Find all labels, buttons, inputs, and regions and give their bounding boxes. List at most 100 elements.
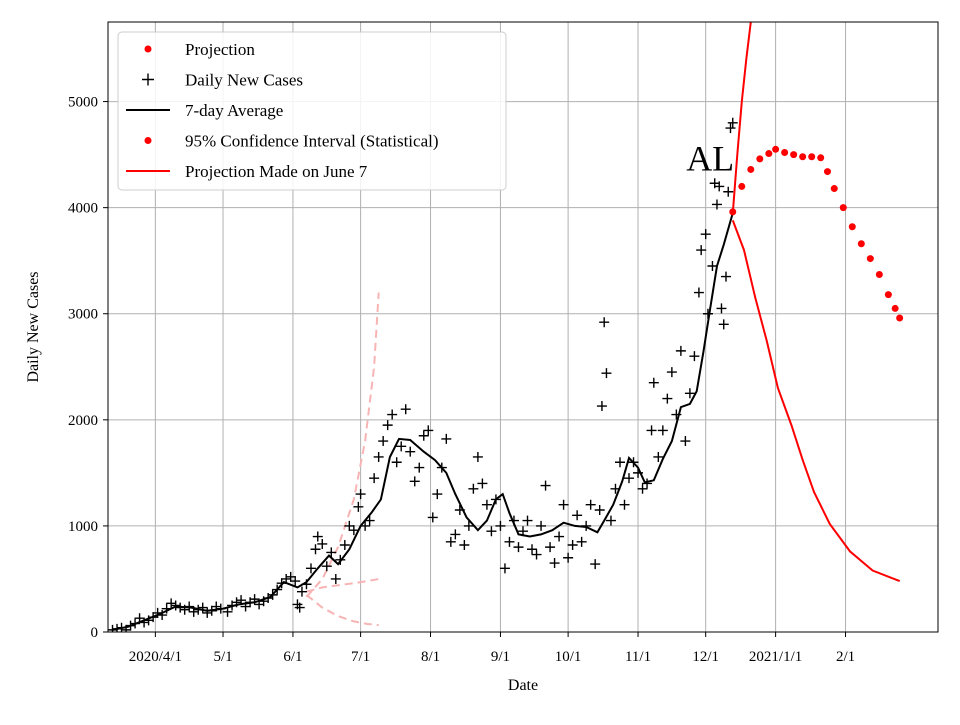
legend-marker-dot <box>144 137 152 144</box>
daily-cases-point <box>490 494 501 505</box>
x-tick-label: 2020/4/1 <box>129 649 182 665</box>
daily-cases-point <box>689 351 700 362</box>
plot-area <box>108 22 904 632</box>
daily-cases-point <box>321 561 332 572</box>
daily-cases-point <box>527 544 538 555</box>
daily-cases-point <box>648 377 659 388</box>
x-tick-label: 6/1 <box>283 649 302 665</box>
daily-cases-point <box>657 425 668 436</box>
daily-cases-point <box>707 261 718 271</box>
daily-cases-point <box>310 544 321 555</box>
daily-cases-point <box>675 345 686 356</box>
daily-cases-point <box>495 520 506 531</box>
x-tick-label: 8/1 <box>421 649 440 665</box>
daily-cases-point <box>231 597 242 608</box>
daily-cases-point <box>666 367 677 378</box>
daily-cases-point <box>125 620 136 631</box>
projection-point <box>866 255 874 263</box>
daily-cases-point <box>382 420 393 431</box>
daily-cases-point <box>148 612 159 623</box>
daily-cases-point <box>312 531 323 542</box>
daily-cases-point <box>427 512 438 523</box>
daily-cases-point <box>276 578 287 589</box>
daily-cases-point <box>522 515 533 526</box>
daily-cases-point <box>567 540 578 551</box>
tick-layer: 2020/4/1 5/1 6/1 7/1 8/1 9/1 10/1 11/1 12/1 2021/… <box>68 95 855 665</box>
daily-cases-point <box>432 489 443 500</box>
projection-point <box>891 304 899 312</box>
legend-marker-plus <box>142 73 154 86</box>
daily-cases-point <box>450 529 461 540</box>
projection-point <box>781 148 789 156</box>
daily-cases-point <box>628 457 639 468</box>
daily-cases-point <box>599 317 610 328</box>
series-projection-made-on-june-7-line <box>305 594 379 627</box>
x-tick-label: 2/1 <box>836 649 855 665</box>
daily-cases-point <box>373 451 384 462</box>
daily-cases-point <box>296 586 307 597</box>
x-axis-label: Date <box>508 677 538 694</box>
y-axis-label: Daily New Cases <box>25 271 42 382</box>
daily-cases-point <box>581 520 592 531</box>
daily-cases-point <box>536 520 547 531</box>
x-tick-label: 2021/1/1 <box>749 649 802 665</box>
daily-cases-point <box>294 602 305 613</box>
daily-cases-point <box>184 601 195 612</box>
series-projection-made-on-june-7-line <box>306 578 379 593</box>
daily-cases-point <box>711 199 722 210</box>
projection-point <box>830 185 838 193</box>
daily-cases-point <box>396 441 407 452</box>
daily-cases-point <box>418 430 429 441</box>
daily-cases-point <box>387 409 398 420</box>
daily-cases-point <box>540 480 551 491</box>
daily-cases-point <box>590 559 601 570</box>
daily-cases-point <box>454 505 465 515</box>
daily-cases-point <box>391 457 402 468</box>
projection-point <box>729 208 737 216</box>
daily-cases-point <box>108 624 118 632</box>
daily-cases-point <box>693 287 704 298</box>
x-tick-label: 11/1 <box>625 649 651 665</box>
daily-cases-point <box>619 499 630 510</box>
daily-cases-point <box>369 473 380 484</box>
daily-cases-point <box>680 436 691 447</box>
daily-cases-point <box>202 607 213 618</box>
daily-cases-point <box>400 404 411 415</box>
daily-cases-point <box>463 520 474 531</box>
daily-cases-point <box>161 603 172 614</box>
projection-point <box>765 150 773 158</box>
daily-cases-point <box>339 540 350 551</box>
daily-cases-point <box>267 589 278 600</box>
daily-cases-point <box>236 595 247 606</box>
projection-point <box>747 165 755 173</box>
projection-point <box>817 154 825 162</box>
daily-cases-point <box>720 271 731 282</box>
daily-cases-point <box>166 598 177 609</box>
daily-cases-point <box>436 462 447 473</box>
daily-cases-point <box>335 554 346 565</box>
daily-cases-point <box>696 245 707 256</box>
daily-cases-point <box>646 425 657 436</box>
daily-cases-point <box>290 576 301 587</box>
daily-cases-point <box>477 478 488 489</box>
daily-cases-point <box>481 499 492 510</box>
daily-cases-point <box>624 473 635 484</box>
projection-point <box>799 153 807 161</box>
daily-cases-point <box>653 451 664 462</box>
daily-cases-point <box>633 467 644 478</box>
daily-cases-point <box>554 531 565 542</box>
projection-point <box>848 223 856 231</box>
legend-label: 95% Confidence Interval (Statistical) <box>185 132 439 151</box>
x-tick-label: 12/1 <box>692 649 719 665</box>
series-projection-made-on-june-7-line <box>305 292 380 598</box>
projection-point <box>839 204 847 212</box>
daily-cases-point <box>531 549 542 560</box>
daily-cases-point <box>637 483 648 494</box>
daily-cases-point <box>249 594 260 605</box>
daily-cases-point <box>170 600 181 611</box>
daily-cases-point <box>121 624 132 632</box>
series-7-day-average-line <box>112 212 734 631</box>
daily-cases-point <box>601 368 612 379</box>
legend-label: Projection Made on June 7 <box>185 162 368 181</box>
daily-cases-point <box>563 552 574 563</box>
